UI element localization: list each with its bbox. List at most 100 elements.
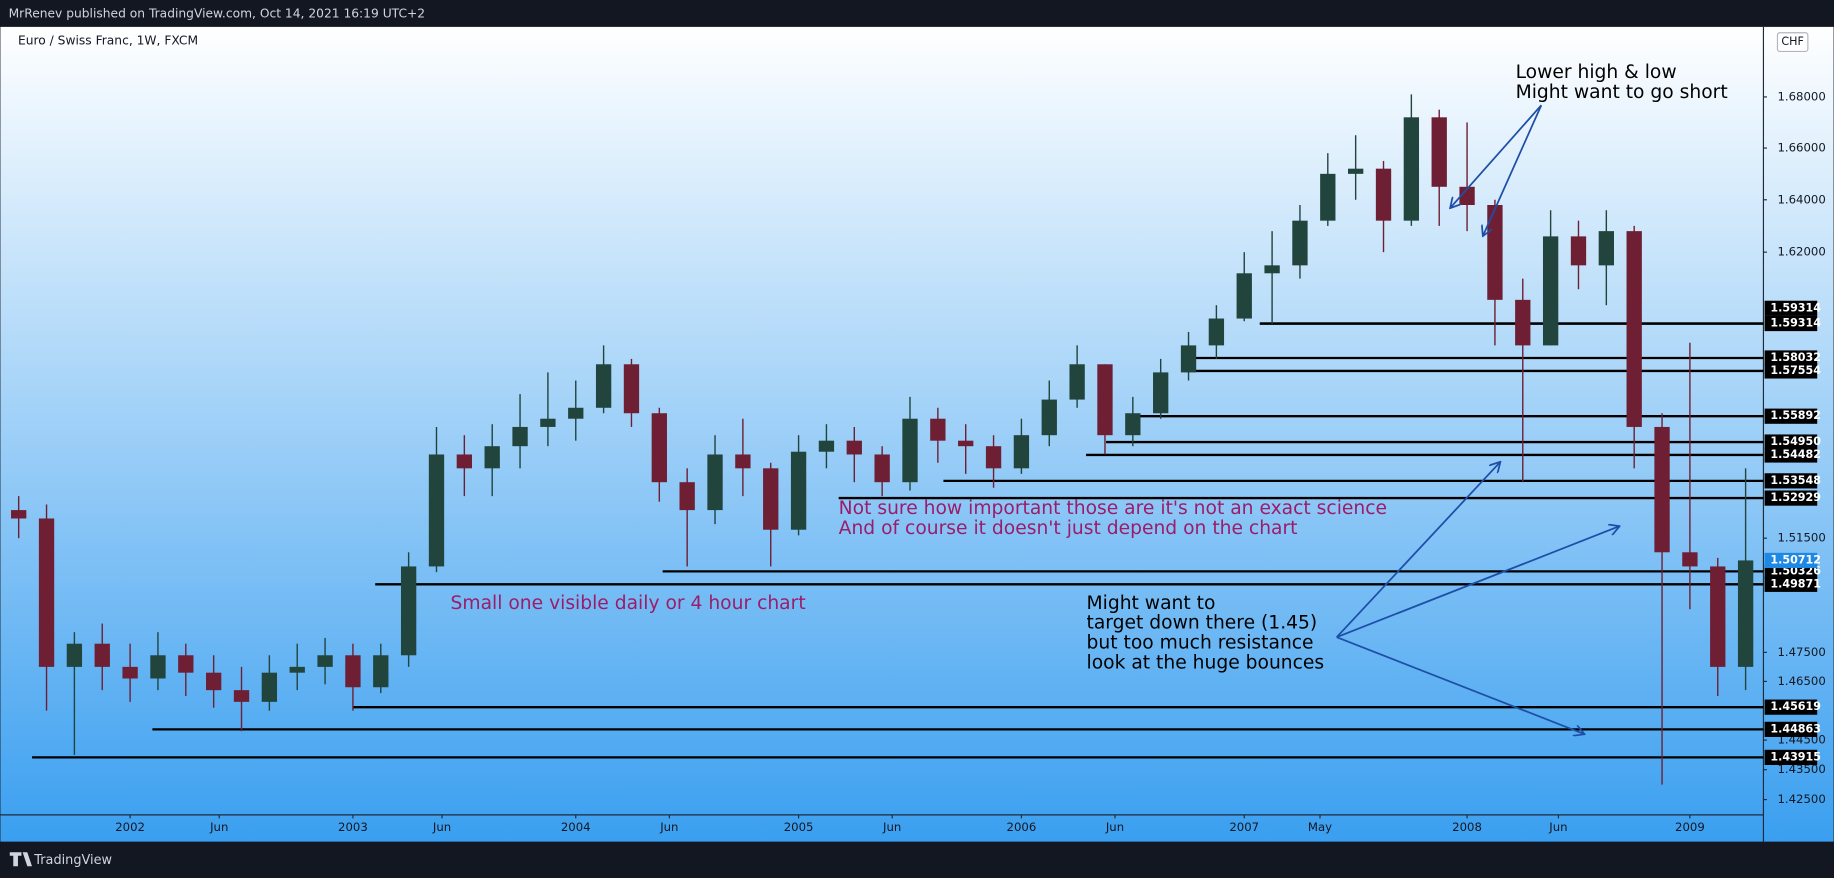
candle-body [595, 364, 612, 408]
candle-body [651, 413, 667, 483]
candle-body [1069, 364, 1085, 400]
candle-body [679, 482, 695, 511]
level-label: 1.44863 [1770, 722, 1821, 735]
candle-body [1598, 231, 1614, 266]
candle-body [1041, 399, 1057, 436]
level-label-box [1764, 315, 1818, 332]
level-label: 1.57554 [1770, 364, 1821, 377]
x-tick-label: Jun [209, 820, 228, 834]
annotation-text: Lower high & low [1516, 62, 1677, 83]
candle-body [1570, 236, 1587, 266]
level-label: 1.52929 [1770, 491, 1821, 504]
candle-body [1292, 220, 1308, 266]
x-tick-label: Jun [1548, 820, 1567, 834]
level-label-box [1764, 350, 1818, 366]
candle-body [1013, 435, 1030, 469]
candle-body [261, 672, 278, 702]
annotation-text: Small one visible daily or 4 hour chart [451, 593, 806, 614]
level-label-box [1764, 363, 1818, 379]
level-label: 1.49871 [1770, 577, 1821, 590]
tradingview-logo [9, 852, 32, 867]
candle-body [1515, 299, 1531, 346]
candle-body [1459, 186, 1475, 205]
candle-body [1320, 173, 1336, 221]
candle-body [150, 655, 166, 679]
candle-body [1682, 552, 1698, 567]
candle-body [122, 666, 138, 679]
arrow [1483, 104, 1543, 236]
candle-body [289, 666, 305, 673]
y-tick-label: 1.51500 [1777, 531, 1825, 545]
x-tick-label: May [1308, 820, 1332, 834]
candle-body [1236, 273, 1252, 319]
level-label: 1.59314 [1770, 301, 1821, 314]
level-label-box [1764, 576, 1818, 592]
candle-body [1542, 236, 1559, 346]
level-label-box [1764, 721, 1818, 737]
annotation-text: Might want to [1087, 593, 1216, 614]
candle-body [763, 468, 779, 530]
candle-body [846, 440, 862, 455]
level-label: 1.59314 [1770, 317, 1821, 330]
level-label: 1.53548 [1770, 474, 1821, 487]
candle-body [400, 566, 417, 656]
candle-body [985, 446, 1002, 469]
x-tick-label: 2009 [1675, 820, 1705, 834]
candle-body [66, 643, 83, 667]
candle-body [818, 440, 835, 452]
arrow [1336, 462, 1501, 638]
candle-body [11, 510, 27, 519]
candle-body [1208, 318, 1225, 346]
currency-label: CHF [1781, 35, 1803, 48]
annotation-text: target down there (1.45) [1087, 613, 1318, 634]
footer-bar [0, 841, 1834, 878]
y-tick-label: 1.64000 [1777, 192, 1825, 206]
candle-body [1153, 372, 1169, 414]
last-price-label: 1.50712 [1770, 553, 1821, 566]
candle-body [1264, 265, 1280, 274]
candle-body [707, 454, 723, 511]
x-tick-label: Jun [882, 820, 901, 834]
candle-body [902, 418, 918, 483]
candle-body [456, 454, 473, 469]
level-label: 1.58032 [1770, 351, 1821, 364]
candle-body [428, 454, 445, 567]
annotation-text: Might want to go short [1516, 82, 1728, 103]
y-tick-label: 1.62000 [1777, 245, 1825, 259]
y-tick-label: 1.43500 [1777, 762, 1825, 776]
candle-body [1180, 345, 1197, 373]
level-label: 1.54950 [1770, 435, 1821, 448]
candle-body [94, 643, 110, 667]
y-tick-label: 1.42500 [1777, 792, 1825, 806]
level-label: 1.55892 [1770, 409, 1821, 422]
candle-body [958, 440, 974, 447]
plot: 1.68000 1.66000 1.64000 1.62000 1.51500 1.475… [11, 62, 1826, 834]
x-tick-label: 2006 [1007, 820, 1037, 834]
brand: TradingView [33, 853, 112, 868]
y-tick-label: 1.46500 [1777, 674, 1825, 688]
candle-body [568, 407, 584, 419]
last-price-box [1764, 552, 1818, 569]
annotation-text: And of course it doesn't just depend on … [839, 518, 1298, 539]
level-label-box [1764, 473, 1818, 489]
candle-body [1125, 413, 1141, 436]
arrow [1336, 526, 1620, 638]
arrow [1450, 104, 1542, 208]
y-tick-label: 1.66000 [1777, 141, 1825, 155]
currency-box [1776, 32, 1809, 53]
candle-body [1710, 566, 1726, 667]
level-label: 1.43915 [1770, 750, 1821, 763]
x-tick-label: Jun [1105, 820, 1124, 834]
level-label-box [1764, 300, 1818, 316]
level-label-box [1764, 749, 1818, 765]
candle-body [1737, 560, 1754, 667]
x-tick-label: 2005 [784, 820, 814, 834]
header-bar [0, 0, 1834, 27]
x-tick-label: 2002 [115, 820, 145, 834]
x-tick-label: 2007 [1229, 820, 1259, 834]
candle-body [345, 655, 361, 688]
candle-body [1654, 426, 1670, 553]
candle-body [373, 655, 389, 688]
level-label-box [1764, 408, 1818, 424]
